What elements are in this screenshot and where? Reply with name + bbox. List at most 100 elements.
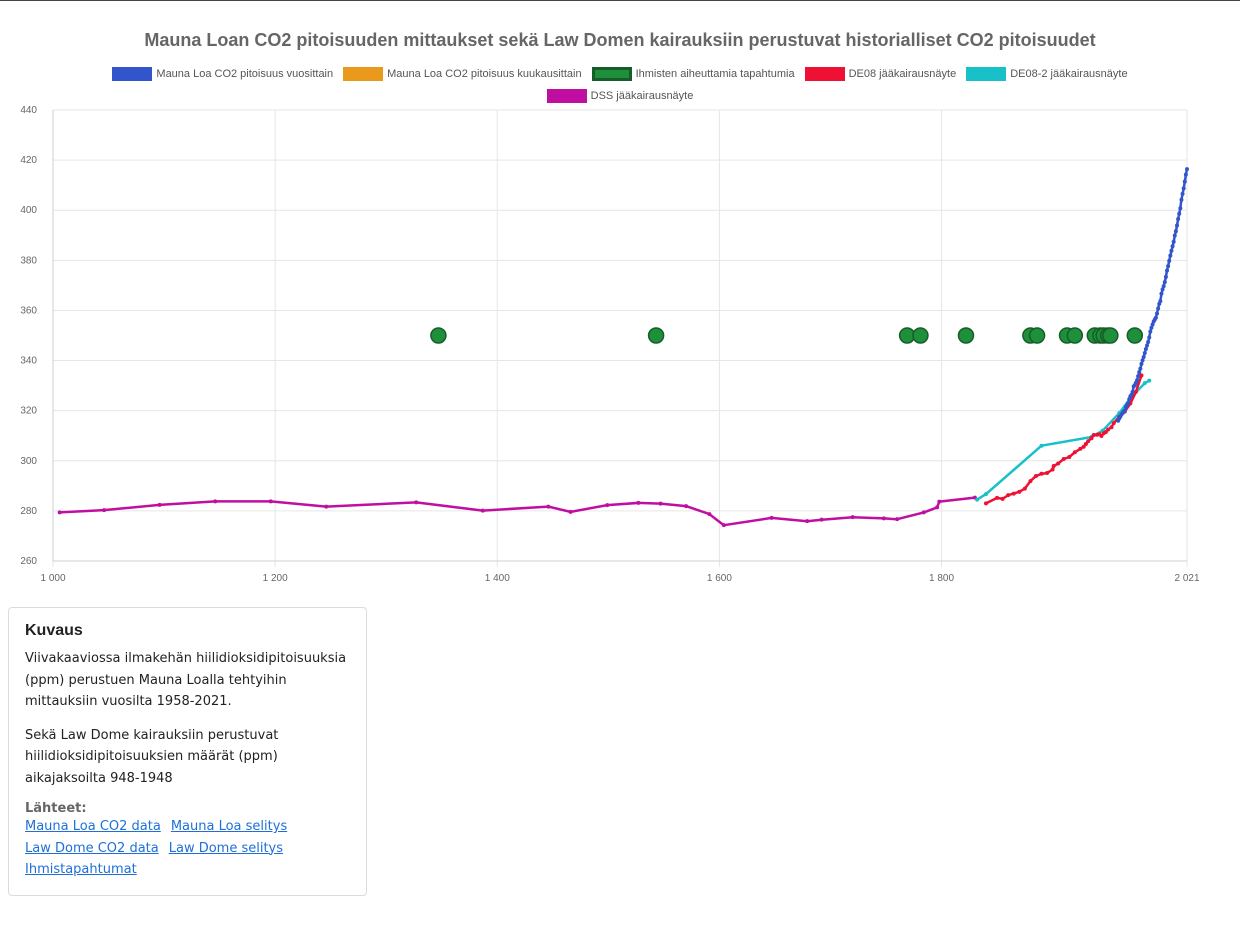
description-card: Kuvaus Viivakaaviossa ilmakehän hiilidio… — [8, 607, 367, 896]
series-mauna-loa-yearly-point — [1183, 172, 1188, 177]
series-mauna-loa-yearly-point — [1130, 389, 1135, 394]
series-de08-2-line — [976, 379, 1150, 501]
series-mauna-loa-yearly-point — [1140, 358, 1145, 363]
x-tick-label: 1 600 — [707, 573, 732, 584]
x-tick-label: 1 000 — [40, 573, 65, 584]
series-mauna-loa-yearly-point — [1165, 268, 1170, 273]
link-human-events[interactable]: Ihmistapahtumat — [25, 862, 137, 877]
series-mauna-loa-yearly-point — [1135, 378, 1140, 383]
series-de08-line — [985, 374, 1143, 505]
series-mauna-loa-yearly-point — [1162, 280, 1167, 285]
legend-label: Mauna Loa CO2 pitoisuus kuukausittain — [387, 68, 582, 80]
x-tick-label: 2 021 — [1174, 573, 1199, 584]
series-dss-point — [658, 501, 663, 506]
series-mauna-loa-yearly-point — [1143, 347, 1148, 352]
legend-swatch — [591, 67, 632, 81]
series-mauna-loa-yearly-point — [1160, 287, 1165, 292]
series-human-events-point — [1028, 327, 1046, 344]
legend-label: DE08-2 jääkairausnäyte — [1010, 68, 1128, 80]
series-mauna-loa-yearly-point — [1175, 223, 1180, 228]
series-dss-point — [819, 517, 824, 522]
y-tick-label: 300 — [20, 456, 37, 467]
line-chart: 260 280 300 320 340 360 380 400 420 440 1 000 1 200… — [20, 105, 1200, 584]
legend-item-dss[interactable]: DSS jääkairausnäyte — [546, 89, 694, 103]
link-law-dome-info[interactable]: Law Dome selitys — [168, 840, 284, 856]
series-mauna-loa-yearly-point — [1173, 229, 1178, 234]
series-mauna-loa-yearly-point — [1176, 216, 1181, 221]
series-mauna-loa-yearly-point — [1181, 186, 1186, 191]
series-human-events-point — [912, 327, 929, 344]
legend-label: DSS jääkairausnäyte — [590, 90, 694, 102]
series-dss-point — [605, 503, 610, 508]
legend-item-human-events[interactable]: Ihmisten aiheuttamia tapahtumia — [591, 67, 795, 81]
series-mauna-loa-yearly-point — [1166, 264, 1171, 269]
series-mauna-loa-yearly-line — [1116, 168, 1189, 422]
legend-label: Mauna Loa CO2 pitoisuus vuosittain — [156, 68, 334, 80]
y-tick-label: 380 — [20, 255, 37, 266]
series-de08-point — [1083, 441, 1088, 446]
link-law-dome-data[interactable]: Law Dome CO2 data — [25, 840, 159, 856]
series-de08-point — [1033, 474, 1038, 479]
legend-swatch — [343, 67, 384, 81]
series-mauna-loa-yearly-point — [1161, 284, 1166, 289]
series-mauna-loa-yearly-point — [1170, 244, 1175, 249]
series-de08-point — [1072, 450, 1077, 455]
series-dss-point — [769, 515, 774, 520]
legend-item-mauna-loa-yearly[interactable]: Mauna Loa CO2 pitoisuus vuosittain — [112, 67, 333, 81]
y-tick-label: 420 — [20, 155, 37, 166]
series-de08-point — [1099, 433, 1104, 438]
legend-swatch — [112, 67, 153, 81]
series-de08-point — [1133, 389, 1138, 394]
series-mauna-loa-yearly-point — [1137, 370, 1142, 375]
series-dss-point — [684, 504, 689, 509]
series-dss-point — [213, 499, 218, 504]
series-dss-point — [850, 515, 855, 520]
y-tick-label: 340 — [20, 356, 37, 367]
series-dss-line — [59, 496, 976, 527]
series-de08-point — [1051, 464, 1056, 469]
series-de08-point — [1067, 455, 1072, 460]
series-de08-2-point — [983, 492, 988, 497]
series-de08-point — [1089, 436, 1094, 441]
series-dss-point — [636, 500, 641, 505]
series-dss-point — [268, 499, 273, 504]
chart-title: Mauna Loan CO2 pitoisuuden mittaukset se… — [144, 30, 1096, 50]
series-mauna-loa-yearly-point — [1172, 233, 1177, 238]
series-de08-2-point — [1039, 443, 1044, 448]
sources-links: Mauna Loa CO2 data Mauna Loa selitys Law … — [25, 816, 350, 881]
legend-label: DE08 jääkairausnäyte — [848, 68, 957, 80]
series-human-events-point — [430, 327, 447, 344]
x-tick-label: 1 800 — [929, 573, 954, 584]
series-mauna-loa-yearly-point — [1185, 167, 1189, 172]
series-mauna-loa-yearly-point — [1180, 191, 1185, 196]
legend-item-de08-2[interactable]: DE08-2 jääkairausnäyte — [966, 67, 1128, 81]
legend-item-mauna-loa-monthly[interactable]: Mauna Loa CO2 pitoisuus kuukausittain — [343, 67, 582, 81]
series-mauna-loa-yearly-point — [1155, 311, 1160, 316]
series-dss-point — [102, 508, 107, 513]
series-de08-point — [1078, 446, 1083, 451]
link-mauna-loa-info[interactable]: Mauna Loa selitys — [170, 819, 288, 834]
series-mauna-loa-yearly-point — [1158, 299, 1163, 304]
series-de08-2-point — [975, 497, 980, 502]
series-human-events-point — [957, 327, 975, 344]
series-dss-point — [895, 517, 900, 522]
legend-item-de08[interactable]: DE08 jääkairausnäyte — [804, 67, 957, 81]
series-de08-point — [1056, 461, 1061, 466]
series-mauna-loa-yearly-point — [1129, 392, 1134, 397]
series-de08-point — [1045, 471, 1050, 476]
series-mauna-loa-yearly-point — [1167, 258, 1172, 263]
x-tick-label: 1 200 — [263, 573, 288, 584]
y-tick-label: 320 — [20, 406, 37, 417]
y-tick-label: 260 — [20, 556, 37, 567]
series-de08-point — [1050, 467, 1055, 472]
series-mauna-loa-yearly-point — [1145, 343, 1150, 348]
series-mauna-loa-yearly-point — [1171, 239, 1176, 244]
series-de08-point — [1091, 432, 1096, 437]
series-human-events-point — [647, 327, 665, 344]
legend-label: Ihmisten aiheuttamia tapahtumia — [635, 68, 795, 80]
series-de08-point — [1028, 479, 1033, 484]
link-mauna-loa-data[interactable]: Mauna Loa CO2 data — [25, 819, 161, 834]
legend-swatch — [804, 67, 845, 81]
series-mauna-loa-yearly-point — [1138, 366, 1143, 371]
series-de08-point — [1139, 373, 1144, 378]
